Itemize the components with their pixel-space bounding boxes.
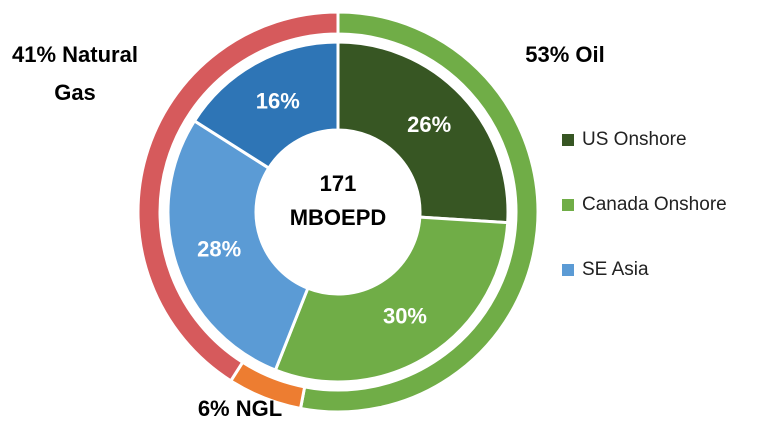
center-label: 171 xyxy=(320,171,357,196)
legend-label: SE Asia xyxy=(582,259,649,280)
legend-label: Canada Onshore xyxy=(582,194,727,215)
center-label: MBOEPD xyxy=(290,205,387,230)
inner-segment xyxy=(192,40,340,171)
legend-swatch xyxy=(562,199,574,211)
legend-swatch xyxy=(562,134,574,146)
legend-swatch xyxy=(562,264,574,276)
outer-label: 41% Natural Gas xyxy=(12,42,138,105)
segment-label: 28% xyxy=(197,236,241,261)
outer-label: 53% Oil xyxy=(525,42,604,67)
outer-segment xyxy=(136,10,340,383)
segment-label: 26% xyxy=(407,112,451,137)
legend-label: US Onshore xyxy=(582,129,687,150)
inner-segment xyxy=(166,118,310,373)
outer-label: 6% NGL xyxy=(198,396,282,421)
inner-segment xyxy=(336,40,510,225)
segment-label: 30% xyxy=(383,303,427,328)
segment-label: 16% xyxy=(256,88,300,113)
inner-segment xyxy=(273,215,510,384)
